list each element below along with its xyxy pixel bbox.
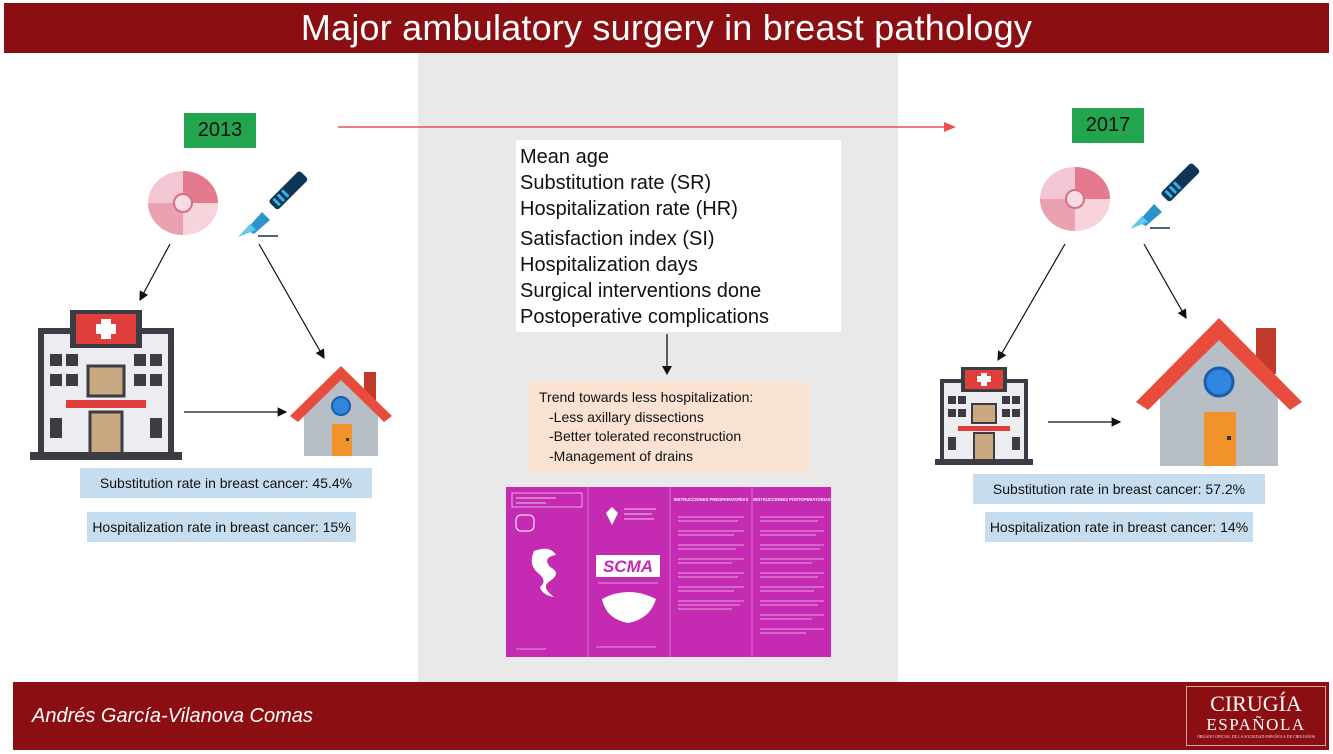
scma-label: SCMA: [603, 557, 653, 576]
brochure-col-pre: INSTRUCCIONES PREOPERATORIAS: [674, 497, 749, 502]
down-arrow: [662, 334, 672, 375]
metric-item: Satisfaction index (SI): [520, 228, 715, 250]
scma-brochure-image: SCMA INSTRUCCIONES PREOPERATORIAS INSTRU…: [506, 487, 831, 657]
breast-tissue-icon: [148, 171, 218, 235]
journal-name-line1: CIRUGÍA: [1210, 691, 1302, 716]
metric-item: Hospitalization days: [520, 254, 698, 276]
left-substitution-text: Substitution rate in breast cancer: 45.4…: [99, 475, 353, 491]
author-name: Andrés García-Vilanova Comas: [32, 705, 313, 727]
trend-item: -Management of drains: [549, 447, 693, 464]
right-substitution-rate: Substitution rate in breast cancer: 57.2…: [973, 474, 1265, 504]
timeline-arrow: [338, 122, 956, 132]
right-hospitalization-text: Hospitalization rate in breast cancer: 1…: [989, 519, 1249, 535]
left-flow-arrows: [139, 243, 325, 417]
year-badge-2017: 2017: [1072, 108, 1144, 143]
left-hospitalization-rate: Hospitalization rate in breast cancer: 1…: [87, 512, 356, 542]
footer-banner: [13, 682, 1329, 750]
breast-tissue-icon: [1040, 167, 1110, 231]
title-banner: Major ambulatory surgery in breast patho…: [4, 3, 1329, 53]
metric-item: Hospitalization rate (HR): [520, 198, 738, 220]
left-hospitalization-text: Hospitalization rate in breast cancer: 1…: [92, 519, 351, 535]
hospital-icon: [935, 367, 1033, 465]
right-substitution-text: Substitution rate in breast cancer: 57.2…: [992, 481, 1246, 497]
house-icon: [1136, 318, 1302, 466]
year-badge-2013: 2013: [184, 113, 256, 148]
page-title: Major ambulatory surgery in breast patho…: [300, 7, 1033, 48]
right-flow-arrows: [997, 243, 1187, 427]
metric-item: Surgical interventions done: [520, 280, 762, 302]
left-substitution-rate: Substitution rate in breast cancer: 45.4…: [80, 468, 372, 498]
metric-item: Mean age: [520, 146, 609, 168]
trend-title: Trend towards less hospitalization:: [539, 389, 754, 405]
metrics-list: Mean age Substitution rate (SR) Hospital…: [516, 140, 841, 332]
year-label-2017: 2017: [1085, 114, 1131, 136]
year-label-2013: 2013: [197, 119, 243, 141]
trend-list: -Less axillary dissections -Better toler…: [539, 408, 810, 467]
house-icon: [290, 366, 392, 456]
brochure-col-post: INSTRUCCIONES POSTOPERATORIAS: [753, 497, 831, 502]
hospital-icon: [30, 310, 182, 460]
trend-item: -Less axillary dissections: [549, 408, 704, 425]
journal-logo: CIRUGÍA ESPAÑOLA ÓRGANO OFICIAL DE LA SO…: [1186, 686, 1326, 746]
trend-box: Trend towards less hospitalization: -Les…: [528, 382, 810, 472]
trend-item: -Better tolerated reconstruction: [549, 428, 742, 444]
metric-item: Postoperative complications: [520, 306, 770, 328]
right-hospitalization-rate: Hospitalization rate in breast cancer: 1…: [985, 512, 1253, 542]
scalpel-icon: [238, 171, 308, 237]
metric-item: Substitution rate (SR): [520, 172, 712, 194]
journal-subtitle: ÓRGANO OFICIAL DE LA SOCIEDAD ESPAÑOLA D…: [1196, 734, 1316, 739]
scalpel-icon: [1130, 163, 1200, 229]
journal-name-line2: ESPAÑOLA: [1206, 715, 1306, 734]
